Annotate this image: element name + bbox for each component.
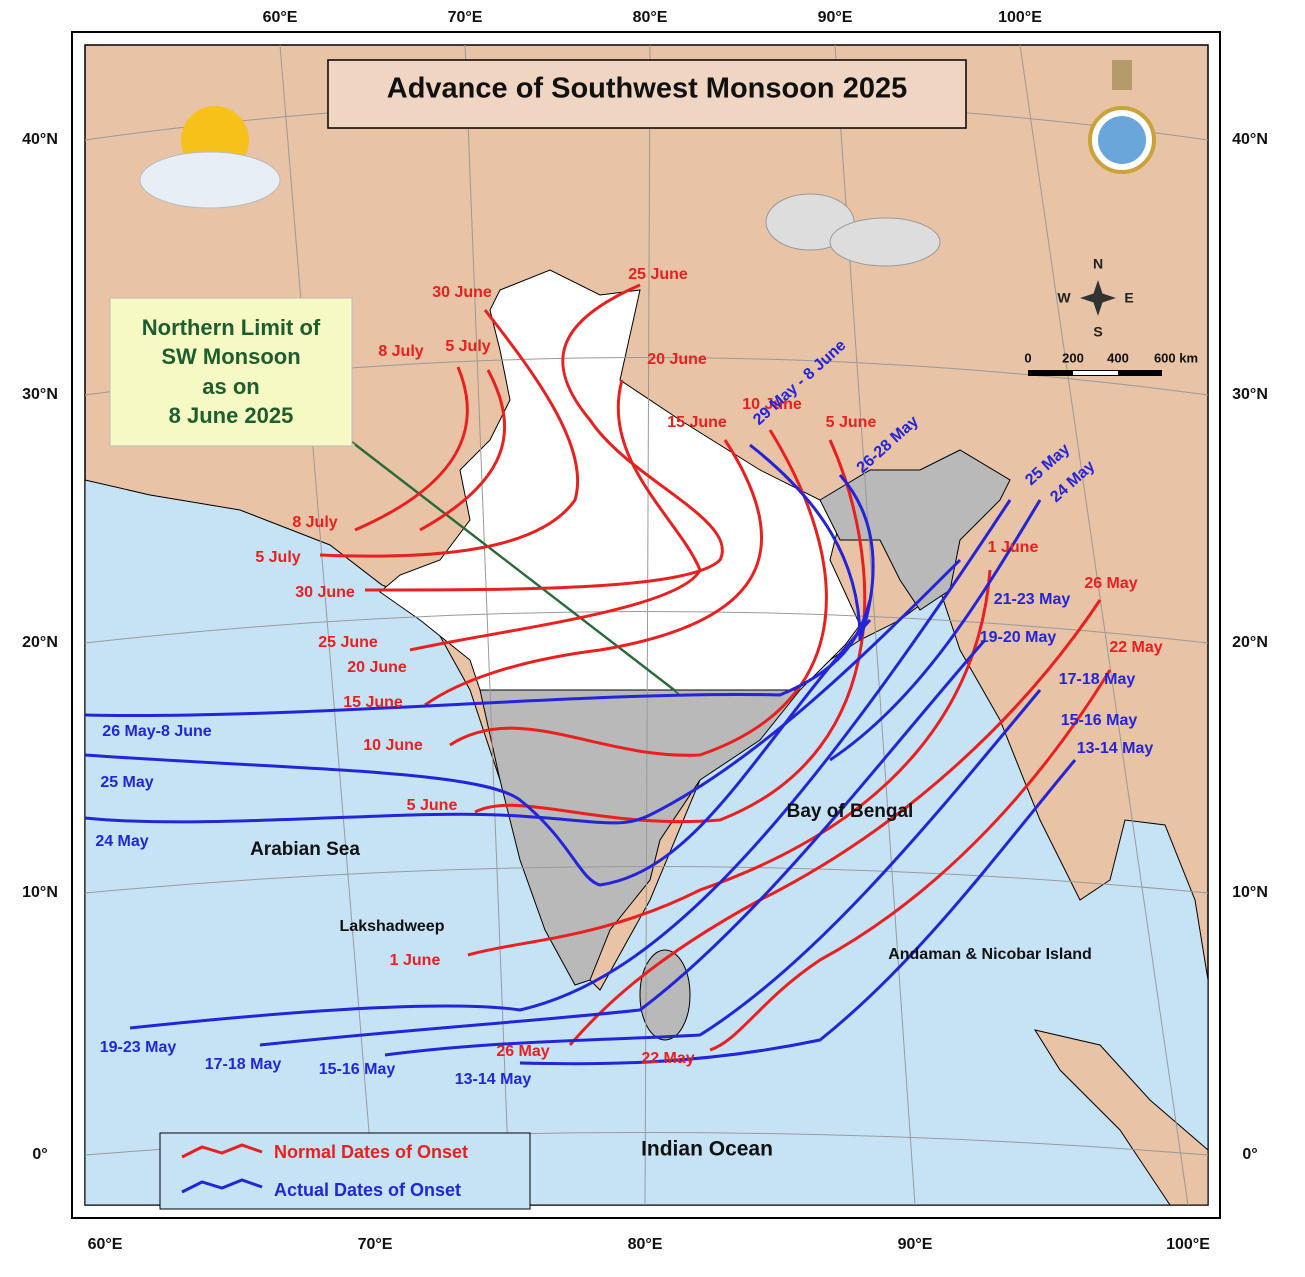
normal-label: 26 May [1084,575,1137,592]
compass-label: W [1057,290,1071,306]
normal-label: 20 June [347,659,407,676]
northeast [819,449,1011,611]
normal-label: 22 May [641,1050,694,1067]
normal-label: 5 June [407,797,458,814]
note: as on [202,374,259,399]
actual-label: 15-16 May [319,1061,396,1078]
outer-frame [71,31,1221,1219]
actual-lines [84,443,1077,1066]
legend-entry: Actual Dates of Onset [274,1180,461,1200]
lon-label: 100°E [998,9,1042,26]
legend-box [159,1132,531,1210]
cloud-icon [765,193,941,267]
note: Northern Limit of [142,315,321,340]
actual-label: 19-23 May [100,1039,177,1056]
scale-label: 200 [1062,350,1084,365]
sun-icon [139,106,281,209]
normal-label: 30 June [295,584,355,601]
normal-label: 20 June [647,351,707,368]
pointer [349,439,681,696]
scale-bar [1028,370,1162,376]
region-label: Andaman & Nicobar Island [888,946,1092,963]
lat-label: 40°N [22,131,58,148]
emblem [1088,60,1156,174]
lon-label: 70°E [358,1236,393,1253]
normal-label: 15 June [667,414,727,431]
normal-label: 30 June [432,284,492,301]
lon-label: 80°E [628,1236,663,1253]
region-label: Indian Ocean [641,1138,773,1161]
region-label: Bay of Bengal [787,801,914,822]
lat-label: 20°N [22,634,58,651]
normal-label: 1 June [390,952,441,969]
normal-label: 5 July [255,549,300,566]
lat-label: 20°N [1232,634,1268,651]
sri-lanka [639,949,691,1041]
normal-label: 8 July [378,343,423,360]
normal-lines [319,283,1112,1052]
lon-label: 90°E [818,9,853,26]
actual-label: 26 May-8 June [102,723,211,740]
compass [1080,280,1116,316]
actual-label: 17-18 May [205,1056,282,1073]
normal-label: 5 June [826,414,877,431]
scale-label: 0 [1024,350,1031,365]
lat-label: 30°N [22,386,58,403]
lon-label: 60°E [88,1236,123,1253]
actual-label: 13-14 May [455,1071,532,1088]
normal-label: 25 June [318,634,378,651]
lat-label: 10°N [1232,884,1268,901]
scale-label: 400 [1107,350,1129,365]
actual-label: 15-16 May [1061,712,1138,729]
legend-blue [181,1178,263,1194]
lat-label: 0° [32,1146,47,1163]
actual-label: 25 May [100,774,153,791]
region-label: Arabian Sea [250,839,360,860]
actual-label: 24 May [95,833,148,850]
normal-label: 5 July [445,338,490,355]
lon-label: 60°E [263,9,298,26]
compass-label: E [1124,290,1133,306]
normal-label: 25 June [628,266,688,283]
region-label: Lakshadweep [340,918,445,935]
legend-entry: Normal Dates of Onset [274,1142,468,1162]
lat-label: 30°N [1232,386,1268,403]
lat-label: 0° [1242,1146,1257,1163]
normal-label: 10 June [742,396,802,413]
actual-label: 19-20 May [980,629,1057,646]
actual-label: 17-18 May [1059,671,1136,688]
normal-label: 1 June [988,539,1039,556]
title-box [327,59,967,129]
normal-label: 8 July [292,514,337,531]
note: 8 June 2025 [169,403,294,428]
compass-label: N [1093,256,1103,272]
normal-label: 10 June [363,737,423,754]
scale-label: 600 km [1154,350,1198,365]
lon-label: 70°E [448,9,483,26]
india-south [479,689,802,986]
normal-label: 15 June [343,694,403,711]
actual-label: 21-23 May [994,591,1071,608]
normal-label: 26 May [496,1043,549,1060]
compass-label: S [1093,324,1102,340]
normal-label: 22 May [1109,639,1162,656]
note-box [109,297,353,447]
lat-label: 40°N [1232,131,1268,148]
note: SW Monsoon [161,344,300,369]
sumatra [1033,1029,1209,1206]
actual-label: 13-14 May [1077,740,1154,757]
lat-label: 10°N [22,884,58,901]
title: Advance of Southwest Monsoon 2025 [387,73,907,105]
lon-label: 100°E [1166,1236,1210,1253]
lon-label: 90°E [898,1236,933,1253]
legend-red [181,1143,263,1159]
lon-label: 80°E [633,9,668,26]
